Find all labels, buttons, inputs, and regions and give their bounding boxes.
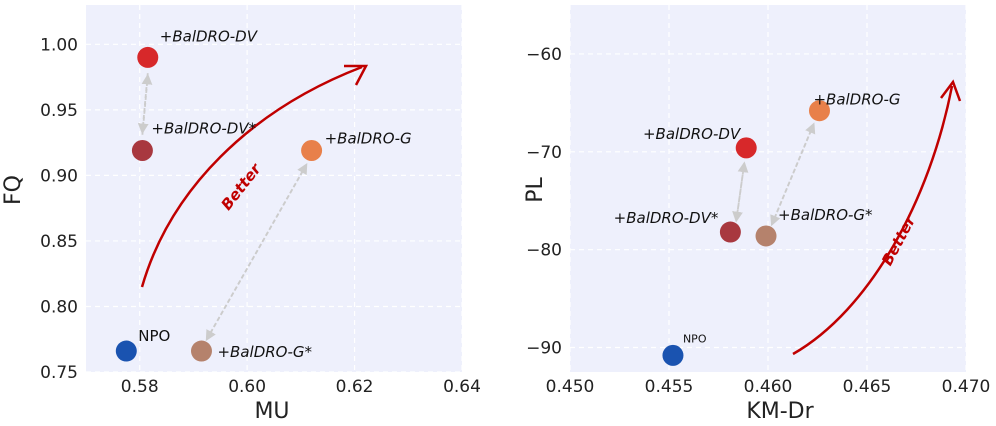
y-tick-label: 0.75 (40, 363, 78, 383)
y-axis-label: FQ (1, 175, 26, 205)
better-arrow (140, 65, 363, 288)
y-tick-label: 0.95 (40, 101, 78, 121)
data-point (755, 225, 777, 247)
data-point (719, 221, 741, 243)
data-point (137, 46, 159, 68)
x-tick-label: 0.455 (645, 377, 694, 397)
better-arrowhead (344, 64, 369, 86)
point-label: NPO (683, 332, 707, 345)
data-point (808, 100, 830, 122)
point-label: +BalDRO-G (325, 129, 412, 147)
x-tick-labels: 0.450 0.455 0.460 0.465 0.470 (546, 377, 991, 397)
x-tick-label: 0.58 (121, 377, 159, 397)
y-tick-labels: −90 −80 −70 −60 (526, 45, 562, 359)
x-tick-labels: 0.58 0.60 0.62 0.64 (121, 377, 481, 397)
x-tick-label: 0.62 (336, 377, 374, 397)
point-label: +BalDRO-DV (643, 125, 742, 143)
x-tick-label: 0.465 (843, 377, 892, 397)
data-point (301, 139, 323, 161)
dashed-arrow (205, 164, 308, 342)
point-label: +BalDRO-G* (217, 343, 312, 361)
y-tick-label: −70 (526, 143, 562, 163)
better-arrow (792, 85, 954, 356)
x-tick-label: 0.460 (744, 377, 793, 397)
y-tick-labels: 0.75 0.80 0.85 0.90 0.95 1.00 (40, 35, 78, 383)
dashed-arrows (137, 73, 308, 342)
y-tick-label: −80 (526, 241, 562, 261)
point-label: +BalDRO-DV* (151, 119, 256, 137)
point-label: +BalDRO-G (813, 91, 900, 109)
grid-lines (569, 5, 967, 372)
x-tick-label: 0.470 (942, 377, 991, 397)
data-point (115, 340, 137, 362)
x-tick-label: 0.450 (546, 377, 595, 397)
y-axis-label: PL (523, 176, 548, 202)
dashed-arrow (141, 73, 153, 135)
better-arrowhead (940, 79, 962, 102)
y-tick-label: −60 (526, 45, 562, 65)
y-tick-label: 0.80 (40, 297, 78, 317)
dashed-arrows (732, 122, 816, 227)
data-point (735, 137, 757, 159)
data-point (662, 344, 684, 366)
x-axis-label: KM-Dr (746, 399, 814, 424)
dashed-arrow (732, 163, 746, 223)
grid-lines (86, 5, 463, 373)
chart-panel-fq-mu: Better NPO+BalDRO-G*+BalDRO-G+BalDRO-DV*… (1, 5, 481, 424)
x-tick-label: 0.64 (443, 377, 481, 397)
data-point (131, 139, 153, 161)
point-label: +BalDRO-DV* (614, 209, 719, 227)
point-label: +BalDRO-DV (160, 27, 259, 45)
point-label: NPO (138, 327, 170, 345)
y-tick-label: 0.90 (40, 166, 78, 186)
data-point (190, 340, 212, 362)
y-tick-label: −90 (526, 339, 562, 359)
y-tick-label: 0.85 (40, 232, 78, 252)
data-points: NPO +BalDRO-DV* +BalDRO-G* +BalDRO-DV +BalDR… (614, 91, 901, 366)
x-axis-label: MU (254, 399, 289, 424)
chart-panel-pl-kmdr: Better NPO+BalDRO-DV* +BalDRO-G*+BalDRO-D… (523, 5, 990, 424)
y-tick-label: 1.00 (40, 35, 78, 55)
point-label: +BalDRO-G* (778, 206, 873, 224)
x-tick-label: 0.60 (228, 377, 266, 397)
data-points: NPO +BalDRO-G* +BalDRO-G +BalDRO-DV* +BalDRO… (115, 27, 412, 362)
